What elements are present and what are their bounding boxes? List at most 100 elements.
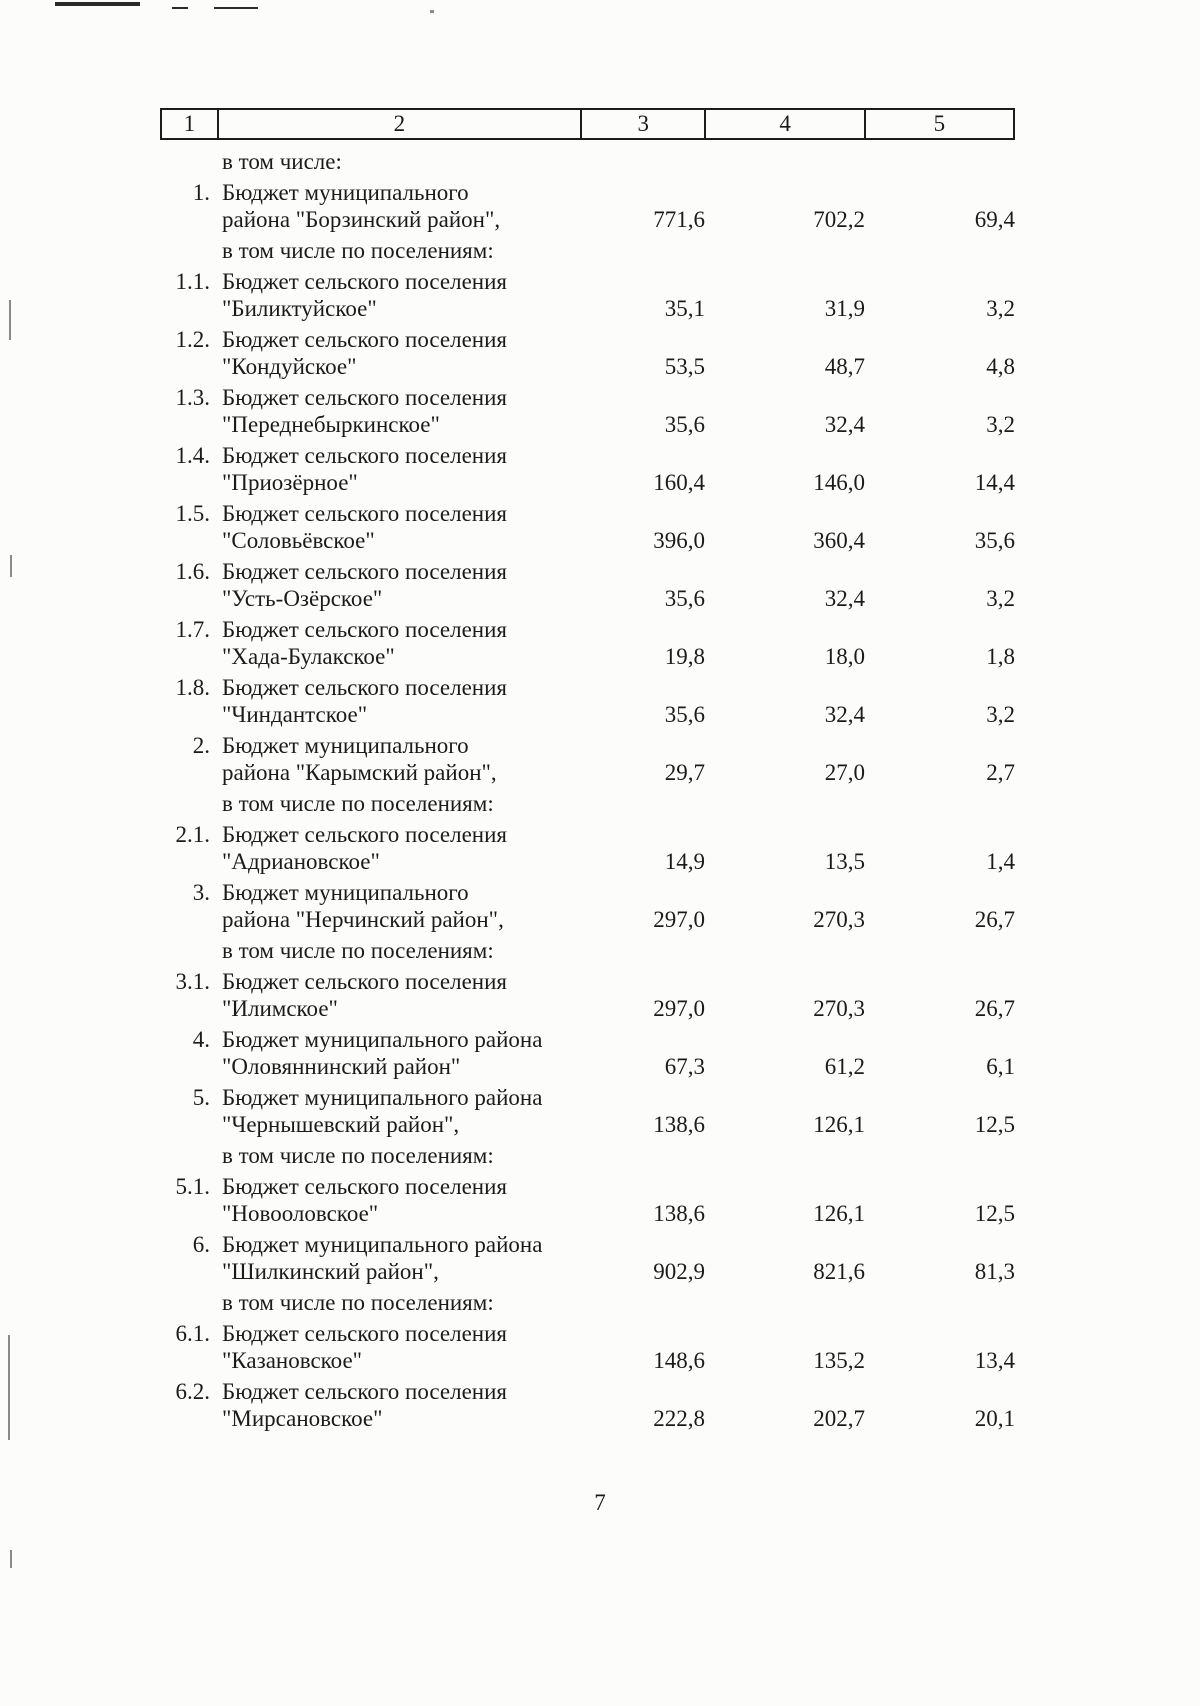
row-name-line: "Казановское" bbox=[222, 1348, 363, 1373]
row-value-col4: 821,6 bbox=[813, 1259, 865, 1284]
row-name-line: Бюджет сельского поселения bbox=[222, 675, 507, 700]
row-name: Бюджет сельского поселения "Переднебыркин… bbox=[212, 384, 585, 438]
row-name-line: района "Борзинский район", bbox=[222, 207, 501, 232]
row-value-col3: 67,3 bbox=[664, 1054, 705, 1079]
row-name-line: Бюджет сельского поселения bbox=[222, 1379, 507, 1404]
row-value-col5: 26,7 bbox=[974, 907, 1015, 932]
row-number: 1.5. bbox=[175, 501, 211, 526]
row-number: 2.1. bbox=[175, 822, 211, 847]
row-name-line: "Чернышевский район", bbox=[222, 1112, 460, 1137]
row-value-col5: 4,8 bbox=[986, 354, 1015, 379]
row-name-line: Бюджет сельского поселения bbox=[222, 327, 507, 352]
scan-artifact bbox=[8, 1335, 10, 1440]
table-row: 3.1. Бюджет сельского поселения "Илимское"… bbox=[160, 968, 1016, 1022]
row-name: Бюджет сельского поселения "Новооловское" bbox=[212, 1173, 585, 1227]
row-name-line: в том числе по поселениям: bbox=[222, 1143, 494, 1168]
table-row: 1.5. Бюджет сельского поселения "Соловьёвс… bbox=[160, 500, 1016, 554]
table-row: 4. Бюджет муниципального района "Оловяннин… bbox=[160, 1026, 1015, 1080]
row-number bbox=[160, 1289, 212, 1316]
row-value-col4: 360,4 bbox=[813, 528, 865, 553]
row-name-line: Бюджет муниципального bbox=[222, 880, 469, 905]
scan-artifact bbox=[10, 555, 12, 577]
row-name-line: Бюджет сельского поселения bbox=[222, 385, 507, 410]
row-name-line: Бюджет муниципального района bbox=[222, 1085, 543, 1110]
row-number: 6.2. bbox=[175, 1379, 211, 1404]
row-number: 3.1. bbox=[175, 969, 211, 994]
row-name-line: Бюджет сельского поселения bbox=[222, 1174, 507, 1199]
row-number bbox=[160, 937, 212, 964]
row-name-line: "Биликтуйское" bbox=[222, 296, 377, 321]
row-name-line: в том числе по поселениям: bbox=[222, 1290, 494, 1315]
row-value-col4: 126,1 bbox=[813, 1112, 865, 1137]
table-subheader-row: в том числе по поселениям: bbox=[160, 790, 1015, 817]
row-name-line: Бюджет сельского поселения bbox=[222, 559, 507, 584]
table-row: 6.1. Бюджет сельского поселения "Казановск… bbox=[160, 1320, 1016, 1374]
row-name: Бюджет муниципального района "Оловяннинск… bbox=[212, 1026, 585, 1080]
row-name: Бюджет сельского поселения "Соловьёвское" bbox=[212, 500, 585, 554]
row-value-col4: 61,2 bbox=[824, 1054, 865, 1079]
scan-artifact bbox=[214, 7, 258, 9]
row-name-line: Бюджет муниципального района bbox=[222, 1027, 543, 1052]
row-name-line: района "Нерчинский район", bbox=[222, 907, 504, 932]
row-value-col5: 1,8 bbox=[986, 644, 1015, 669]
row-number bbox=[160, 790, 212, 817]
row-value-col3: 160,4 bbox=[653, 470, 705, 495]
row-number: 4. bbox=[192, 1027, 210, 1052]
row-number: 1.6. bbox=[175, 559, 211, 584]
table-row: 6.2. Бюджет сельского поселения "Мирсановс… bbox=[160, 1378, 1016, 1432]
table-body: в том числе: 1. Бюджет муниципального район… bbox=[160, 146, 1016, 1436]
row-value-col3: 138,6 bbox=[653, 1112, 705, 1137]
row-value-col3: 35,1 bbox=[664, 296, 705, 321]
row-number: 6.1. bbox=[175, 1321, 211, 1346]
row-name-line: Бюджет муниципального bbox=[222, 733, 469, 758]
row-value-col5: 13,4 bbox=[974, 1348, 1015, 1373]
row-value-col5: 26,7 bbox=[974, 996, 1015, 1021]
row-value-col4: 18,0 bbox=[824, 644, 865, 669]
row-name: Бюджет муниципального района "Нерчинский … bbox=[212, 879, 585, 933]
row-name-line: Бюджет муниципального района bbox=[222, 1232, 543, 1257]
row-number: 1. bbox=[192, 180, 210, 205]
row-value-col3: 35,6 bbox=[664, 702, 705, 727]
row-name: в том числе по поселениям: bbox=[212, 1142, 585, 1169]
row-name-line: Бюджет муниципального bbox=[222, 180, 469, 205]
table-row: 5.1. Бюджет сельского поселения "Новооловс… bbox=[160, 1173, 1016, 1227]
row-name: Бюджет сельского поселения "Мирсановское" bbox=[212, 1378, 585, 1432]
row-name-line: в том числе по поселениям: bbox=[222, 938, 494, 963]
table-subheader-row: в том числе по поселениям: bbox=[160, 1142, 1015, 1169]
row-name: Бюджет сельского поселения "Приозёрное" bbox=[212, 442, 585, 496]
page-number: 7 bbox=[594, 1490, 606, 1515]
row-number: 1.1. bbox=[175, 269, 211, 294]
row-value-col5: 81,3 bbox=[974, 1259, 1015, 1284]
row-name: Бюджет сельского поселения "Усть-Озёрское… bbox=[212, 558, 585, 612]
row-value-col5: 35,6 bbox=[974, 528, 1015, 553]
row-value-col3: 14,9 bbox=[664, 849, 705, 874]
row-number: 1.8. bbox=[175, 675, 211, 700]
row-name-line: Бюджет сельского поселения bbox=[222, 822, 507, 847]
row-number bbox=[160, 1142, 212, 1169]
row-name: в том числе по поселениям: bbox=[212, 937, 585, 964]
row-name: Бюджет сельского поселения "Казановское" bbox=[212, 1320, 585, 1374]
row-number bbox=[160, 237, 212, 264]
table-row: 2. Бюджет муниципального района "Карымский… bbox=[160, 732, 1015, 786]
row-value-col3: 902,9 bbox=[653, 1259, 705, 1284]
row-value-col3: 148,6 bbox=[653, 1348, 705, 1373]
row-value-col5: 12,5 bbox=[974, 1201, 1015, 1226]
row-number: 2. bbox=[192, 733, 210, 758]
row-name-line: "Соловьёвское" bbox=[222, 528, 375, 553]
row-name: Бюджет муниципального района "Борзинский … bbox=[212, 179, 585, 233]
row-value-col4: 32,4 bbox=[824, 412, 865, 437]
table-header-col-4: 4 bbox=[704, 110, 863, 138]
row-name: в том числе: bbox=[212, 148, 585, 175]
row-number: 1.4. bbox=[175, 443, 211, 468]
row-name-line: "Новооловское" bbox=[222, 1201, 379, 1226]
row-value-col5: 12,5 bbox=[974, 1112, 1015, 1137]
row-name-line: "Шилкинский район", bbox=[222, 1259, 439, 1284]
row-name-line: "Переднебыркинское" bbox=[222, 412, 440, 437]
table-row: 1.3. Бюджет сельского поселения "Переднебы… bbox=[160, 384, 1016, 438]
row-value-col4: 135,2 bbox=[813, 1348, 865, 1373]
row-name-line: "Оловяннинский район" bbox=[222, 1054, 461, 1079]
table-subheader-row: в том числе: bbox=[160, 148, 1015, 175]
table-row: 1.4. Бюджет сельского поселения "Приозёрно… bbox=[160, 442, 1016, 496]
table-row: 1.2. Бюджет сельского поселения "Кондуйско… bbox=[160, 326, 1016, 380]
